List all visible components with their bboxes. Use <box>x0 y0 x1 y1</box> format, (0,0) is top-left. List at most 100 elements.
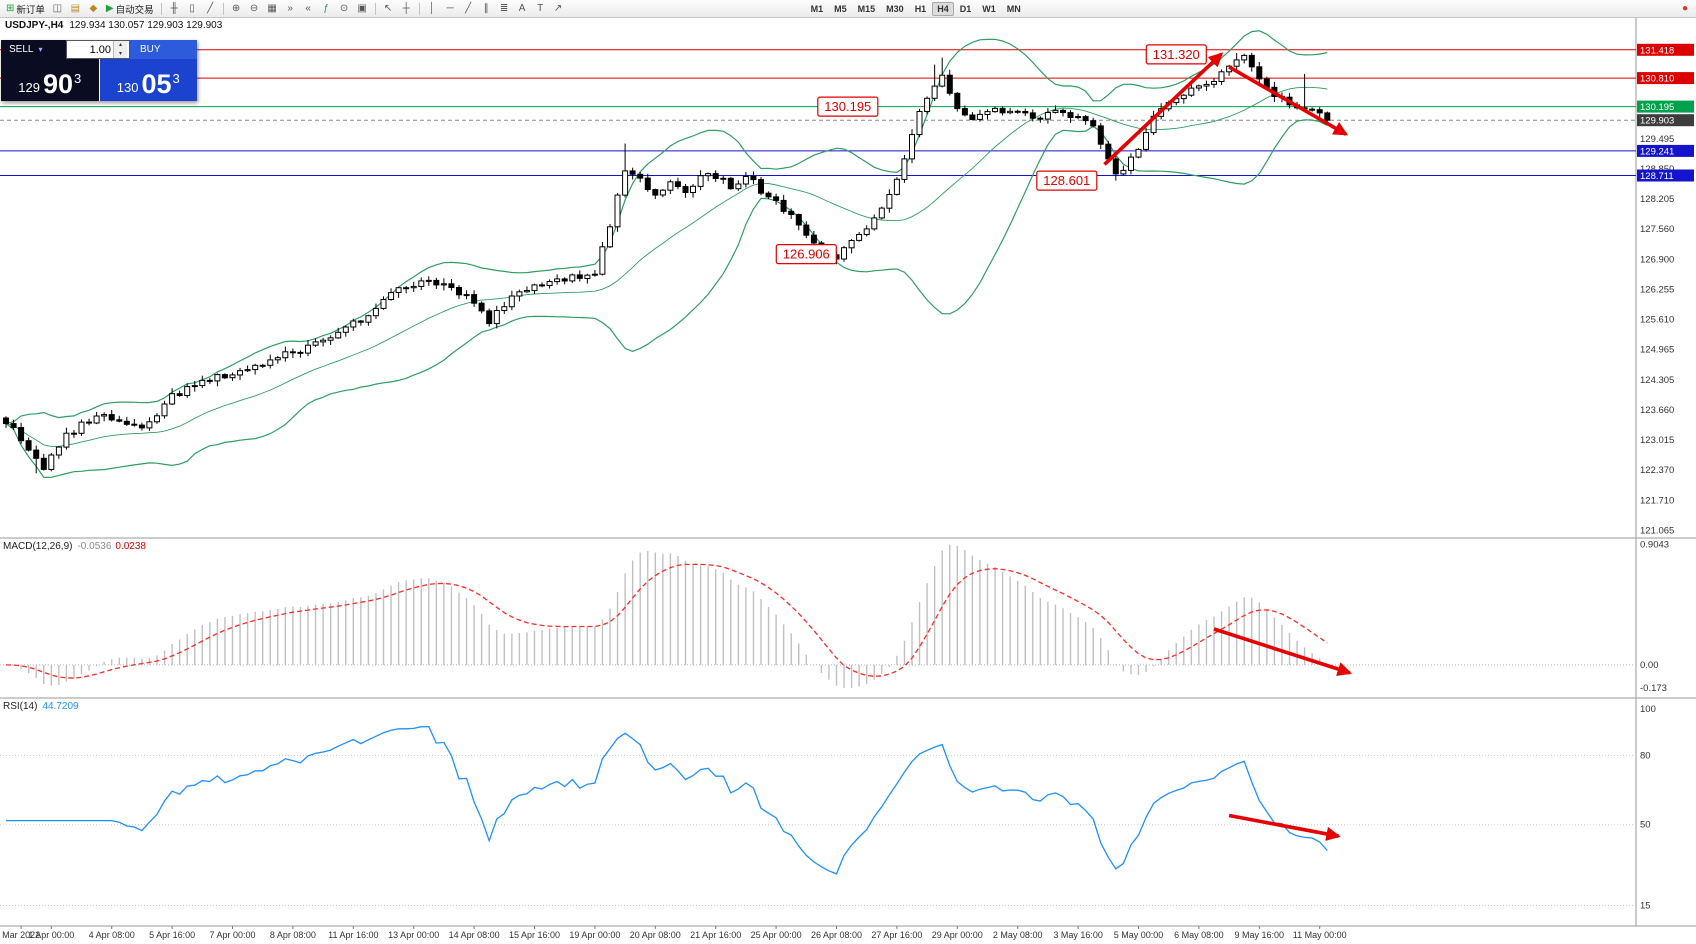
timeframe-mn-button[interactable]: MN <box>1006 3 1021 14</box>
panel-separators[interactable] <box>0 18 1696 928</box>
svg-text:11 May 00:00: 11 May 00:00 <box>1293 930 1347 940</box>
timeframe-h1-button[interactable]: H1 <box>914 3 927 14</box>
svg-text:13 Apr 00:00: 13 Apr 00:00 <box>388 930 439 940</box>
svg-text:131.418: 131.418 <box>1640 45 1674 56</box>
timeframe-h4-button[interactable]: H4 <box>932 1 954 16</box>
zoom-in-icon[interactable]: ⊕ <box>228 1 245 16</box>
svg-text:125.610: 125.610 <box>1640 315 1674 326</box>
svg-text:2 May 08:00: 2 May 08:00 <box>993 930 1043 940</box>
price-callouts[interactable]: 131.320 130.195 128.601 126.906 <box>775 44 1207 265</box>
vertical-line-icon[interactable]: │ <box>424 1 441 16</box>
autotrading-button-glyph: ▶ <box>105 3 114 14</box>
toolbar-separator <box>160 2 162 15</box>
svg-text:127.560: 127.560 <box>1640 224 1674 235</box>
text-icon-glyph: A <box>518 3 526 14</box>
sell-price-point: 3 <box>74 71 82 86</box>
bollinger-middle-band <box>5 86 1328 447</box>
volume-decrease-button[interactable]: ▾ <box>114 49 127 58</box>
line-chart-type-icon[interactable]: ╱ <box>202 1 219 16</box>
volume-increase-button[interactable]: ▴ <box>114 41 127 50</box>
chart-window-icon[interactable]: ◫ <box>49 1 66 16</box>
text-label-icon-glyph: T <box>537 3 544 14</box>
price-callout-130195[interactable]: 130.195 <box>817 96 879 117</box>
timeframe-m5-button[interactable]: M5 <box>834 3 847 14</box>
svg-text:122.370: 122.370 <box>1640 465 1674 476</box>
templates-icon[interactable]: ▣ <box>354 1 371 16</box>
trendline-icon-glyph: ╱ <box>465 3 472 14</box>
horizontal-level-lines[interactable] <box>0 49 1636 176</box>
cursor-icon[interactable]: ↖ <box>380 1 397 16</box>
fibonacci-icon[interactable]: ≣ <box>496 1 513 16</box>
price-tag-131418: 131.418 <box>1637 43 1694 56</box>
svg-text:126.906: 126.906 <box>783 247 830 262</box>
svg-text:0.00: 0.00 <box>1640 660 1659 671</box>
svg-text:100: 100 <box>1640 704 1656 715</box>
chart-window-icon-glyph: ◫ <box>52 3 63 14</box>
timeframe-m15-button[interactable]: M15 <box>857 3 876 14</box>
timeframe-m1-button[interactable]: M1 <box>810 3 824 14</box>
periods-icon[interactable]: ⊙ <box>336 1 353 16</box>
price-callout-131320[interactable]: 131.320 <box>1145 44 1207 65</box>
equidistant-channel-icon[interactable]: ∥ <box>478 1 495 16</box>
price-callout-128601[interactable]: 128.601 <box>1036 170 1098 191</box>
new-order-button[interactable]: ⊞ 新订单 <box>3 1 48 16</box>
macd-panel: 0.9043 0.00 -0.173 <box>0 540 1669 694</box>
indicators-icon[interactable]: ƒ <box>318 1 335 16</box>
svg-text:80: 80 <box>1640 750 1651 761</box>
svg-text:19 Apr 00:00: 19 Apr 00:00 <box>569 930 620 940</box>
sell-price-display[interactable]: 129 90 3 <box>1 59 100 101</box>
autotrading-button[interactable]: ▶ 自动交易 <box>103 1 157 16</box>
trendline-icon[interactable]: ╱ <box>460 1 477 16</box>
svg-text:126.255: 126.255 <box>1640 285 1674 296</box>
bars-chart-type-icon-glyph: ╫ <box>170 3 178 14</box>
svg-text:15: 15 <box>1640 901 1651 912</box>
svg-text:128.711: 128.711 <box>1640 171 1674 182</box>
arrows-tool-icon[interactable]: ↗ <box>550 1 567 16</box>
auto-scroll-icon[interactable]: » <box>282 1 299 16</box>
autotrading-button-label: 自动交易 <box>115 4 154 16</box>
timeframe-w1-button[interactable]: W1 <box>982 3 996 14</box>
buy-price-point: 3 <box>172 71 180 86</box>
zoom-out-icon[interactable]: ⊖ <box>246 1 263 16</box>
svg-text:3 May 16:00: 3 May 16:00 <box>1053 930 1103 940</box>
buy-button[interactable]: BUY <box>130 40 197 59</box>
candlestick-chart-type-icon[interactable]: ▯ <box>184 1 201 16</box>
bollinger-upper-band <box>5 30 1328 425</box>
volume-spinner: ▴ ▾ <box>113 41 127 58</box>
price-callout-126906[interactable]: 126.906 <box>775 244 837 265</box>
rsi-indicator-header: RSI(14) 44.7209 <box>3 701 79 712</box>
svg-text:121.710: 121.710 <box>1640 496 1674 507</box>
timeframe-d1-button[interactable]: D1 <box>959 3 972 14</box>
cursor-icon-glyph: ↖ <box>383 3 393 14</box>
svg-text:7 Apr 00:00: 7 Apr 00:00 <box>209 930 255 940</box>
volume-input[interactable] <box>67 41 113 58</box>
svg-text:130.195: 130.195 <box>824 99 871 114</box>
periods-icon-glyph: ⊙ <box>339 3 349 14</box>
trend-up-arrow[interactable] <box>1103 52 1224 166</box>
bollinger-lower-band <box>5 119 1328 479</box>
text-label-icon[interactable]: T <box>532 1 549 16</box>
quote-header: USDJPY-,H4 129.934 130.057 129.903 129.90… <box>5 20 222 31</box>
timeframe-m30-button[interactable]: M30 <box>886 3 904 14</box>
macd-label: MACD(12,26,9) <box>3 541 73 552</box>
macd-down-arrow[interactable] <box>1213 627 1352 676</box>
text-icon[interactable]: A <box>514 1 531 16</box>
horizontal-line-icon[interactable]: ─ <box>442 1 459 16</box>
sell-button[interactable]: SELL ▾ <box>1 40 66 59</box>
buy-price-display[interactable]: 130 05 3 <box>99 59 197 101</box>
navigator-icon[interactable]: ◆ <box>85 1 102 16</box>
buy-price-pips: 05 <box>141 69 172 99</box>
trend-down-arrow[interactable] <box>1228 65 1348 136</box>
crosshair-icon[interactable]: ┼ <box>398 1 415 16</box>
navigator-icon-glyph: ◆ <box>89 3 98 14</box>
chart-shift-icon[interactable]: « <box>300 1 317 16</box>
rsi-down-arrow[interactable] <box>1228 813 1341 842</box>
trend-arrows[interactable] <box>1103 52 1352 842</box>
bars-chart-type-icon[interactable]: ╫ <box>166 1 183 16</box>
market-watch-icon[interactable]: ▤ <box>67 1 84 16</box>
vertical-line-icon-glyph: │ <box>429 3 436 14</box>
tile-windows-icon[interactable]: ▦ <box>264 1 281 16</box>
price-tag-130195: 130.195 <box>1637 100 1694 113</box>
toolbar-separator <box>418 2 420 15</box>
